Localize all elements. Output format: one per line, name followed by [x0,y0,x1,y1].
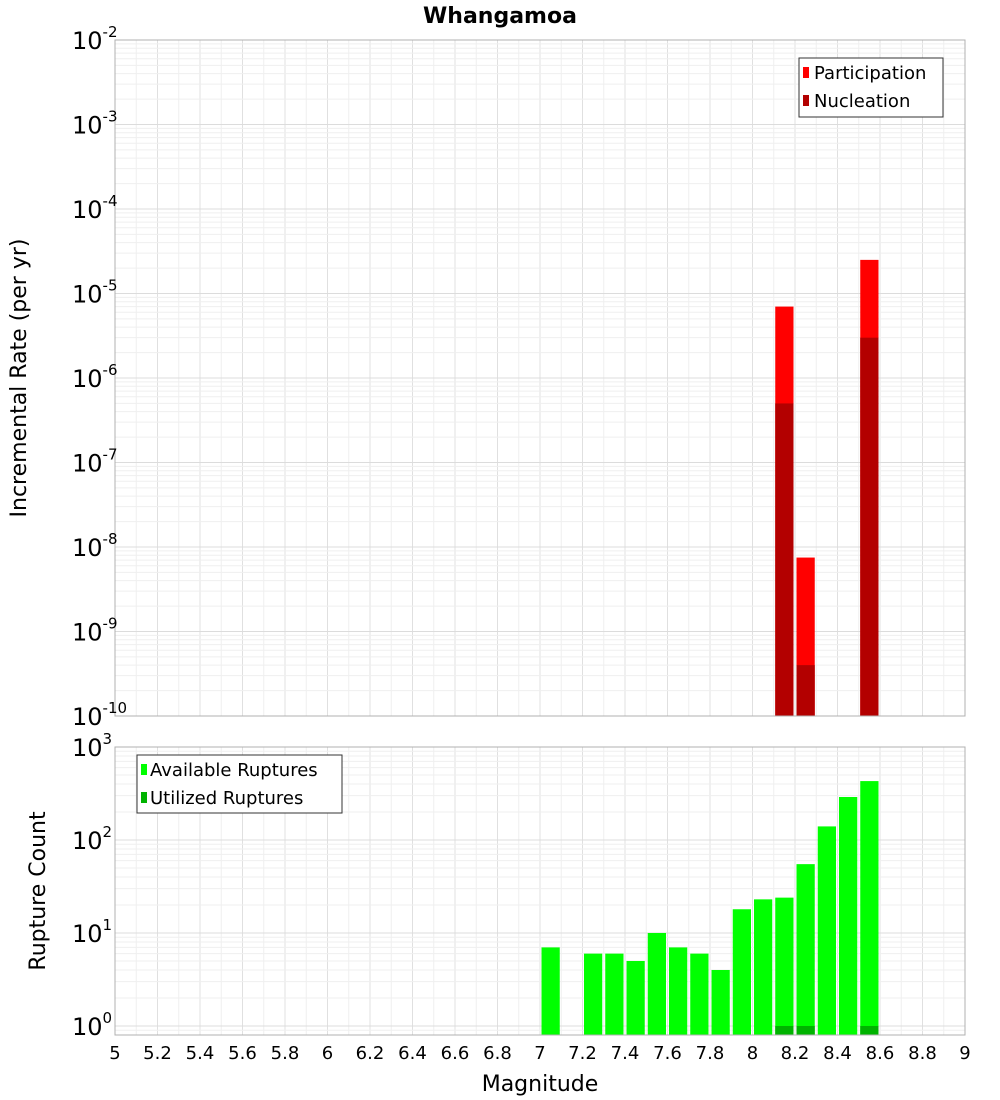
bar-nucleation [796,665,815,716]
legend-swatch-nucleation [803,95,809,106]
rates-plot: 10-10 10-9 10-8 10-7 10-6 10-5 10-4 10-3 10-2 In… [7,23,966,731]
x-tick-label: 7 [534,1043,545,1064]
x-tick-label: 5.4 [186,1043,215,1064]
bar-utilized-ruptures [860,1025,879,1035]
y-tick-label: 10-4 [72,192,118,224]
bar-available-ruptures [711,969,730,1035]
y-tick-label: 10-5 [72,277,118,309]
x-axis-ticks: 5 5.2 5.4 5.6 5.8 6 6.2 6.4 6.6 6.8 7 7.2 7.4 7.6 7.8 8… [109,1043,970,1064]
x-tick-label: 5 [109,1043,120,1064]
x-tick-label: 9 [959,1043,970,1064]
x-tick-label: 6.4 [398,1043,427,1064]
legend-label-utilized: Utilized Ruptures [150,788,303,809]
x-tick-label: 8.8 [908,1043,937,1064]
bar-available-ruptures [860,781,879,1035]
counts-plot-border [114,746,966,1036]
bar-available-ruptures [817,826,836,1035]
y-tick-label: 100 [72,1009,112,1041]
bar-available-ruptures [754,899,773,1035]
x-tick-label: 6 [322,1043,333,1064]
x-tick-label: 8.4 [823,1043,852,1064]
bar-available-ruptures [839,796,858,1035]
x-axis-label: Magnitude [482,1072,599,1097]
chart-title: Whangamoa [423,4,577,29]
y-tick-label: 10-3 [72,108,118,140]
legend-swatch-participation [803,67,809,78]
x-tick-label: 6.8 [483,1043,512,1064]
bar-available-ruptures [775,897,794,1035]
bar-available-ruptures [796,864,815,1035]
bar-nucleation [860,337,879,716]
bar-available-ruptures [669,947,688,1035]
y-tick-label: 101 [72,916,112,948]
rates-bars [775,259,879,716]
x-tick-label: 7.8 [696,1043,725,1064]
x-tick-label: 7.4 [611,1043,640,1064]
counts-y-axis-ticks: 100 101 102 103 [72,730,112,1041]
counts-plot: 100 101 102 103 5 5.2 5.4 5.6 5.8 6 6.2 6.4 6.6 6.8 7… [26,730,971,1097]
x-tick-label: 8.2 [781,1043,810,1064]
x-tick-label: 5.6 [228,1043,257,1064]
x-tick-label: 5.2 [143,1043,172,1064]
y-tick-label: 10-2 [72,23,118,55]
legend-label-nucleation: Nucleation [814,91,910,112]
counts-bars [541,781,879,1035]
rates-plot-border [114,39,966,717]
x-tick-label: 5.8 [271,1043,300,1064]
y-tick-label: 10-10 [72,699,127,731]
x-tick-label: 6.6 [441,1043,470,1064]
y-tick-label: 10-6 [72,361,118,393]
y-tick-label: 10-7 [72,446,118,478]
y-tick-label: 103 [72,730,112,762]
bar-available-ruptures [605,953,624,1035]
counts-legend-box [136,754,343,814]
rates-legend-box [798,57,944,118]
rates-legend: Participation Nucleation [798,57,944,118]
legend-swatch-utilized [141,792,147,803]
counts-legend: Available Ruptures Utilized Ruptures [136,754,343,814]
bar-available-ruptures [541,947,560,1035]
counts-y-axis-label: Rupture Count [26,811,51,971]
legend-label-available: Available Ruptures [150,760,318,781]
rates-y-axis-ticks: 10-10 10-9 10-8 10-7 10-6 10-5 10-4 10-3 10-2 [72,23,127,731]
x-tick-label: 8 [747,1043,758,1064]
bar-available-ruptures [584,953,603,1035]
y-tick-label: 102 [72,823,112,855]
x-tick-label: 8.6 [866,1043,895,1064]
bar-nucleation [775,403,794,716]
bar-utilized-ruptures [796,1025,815,1035]
legend-label-participation: Participation [814,63,926,84]
bar-available-ruptures [647,932,666,1035]
x-tick-label: 7.2 [568,1043,597,1064]
x-tick-label: 7.6 [653,1043,682,1064]
bar-utilized-ruptures [775,1025,794,1035]
bar-available-ruptures [626,960,645,1035]
legend-swatch-available [141,764,147,775]
rates-y-axis-label: Incremental Rate (per yr) [7,239,32,518]
x-tick-label: 6.2 [356,1043,385,1064]
bar-available-ruptures [690,953,709,1035]
rates-grid [114,39,966,717]
y-tick-label: 10-8 [72,530,118,562]
bar-available-ruptures [732,909,751,1035]
y-tick-label: 10-9 [72,615,118,647]
